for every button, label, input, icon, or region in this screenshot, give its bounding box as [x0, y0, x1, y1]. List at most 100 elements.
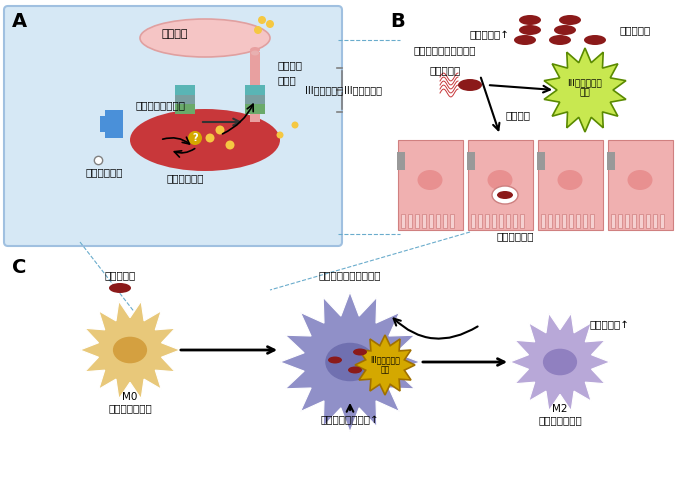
- Polygon shape: [80, 301, 180, 399]
- Bar: [646, 214, 650, 228]
- Ellipse shape: [250, 47, 260, 53]
- Bar: [245, 104, 265, 114]
- Bar: [506, 214, 510, 228]
- Text: 細脹侵入: 細脹侵入: [505, 110, 530, 120]
- Text: B: B: [390, 12, 405, 31]
- Bar: [175, 104, 195, 114]
- Bar: [397, 152, 405, 170]
- Bar: [245, 95, 265, 105]
- Text: III型分泌装置
構築: III型分泌装置 構築: [568, 78, 603, 98]
- Text: III型分泌装置
構築: III型分泌装置 構築: [370, 355, 400, 375]
- Text: 基部体: 基部体: [278, 75, 297, 85]
- Bar: [450, 214, 454, 228]
- Bar: [401, 214, 405, 228]
- Bar: [398, 140, 463, 230]
- Bar: [569, 214, 573, 228]
- Bar: [590, 214, 594, 228]
- Ellipse shape: [206, 133, 214, 143]
- Bar: [576, 214, 580, 228]
- Bar: [499, 214, 503, 228]
- Text: 腸管内定着: 腸管内定着: [620, 25, 651, 35]
- Text: アルギナーゼ活性↑: アルギナーゼ活性↑: [321, 415, 379, 425]
- Bar: [541, 214, 545, 228]
- Text: III型分泌装置: III型分泌装置: [344, 85, 382, 95]
- FancyBboxPatch shape: [4, 6, 342, 246]
- Text: スペルミジン取り込み: スペルミジン取り込み: [318, 270, 382, 280]
- Bar: [492, 214, 496, 228]
- Ellipse shape: [554, 25, 576, 35]
- Bar: [100, 116, 108, 132]
- Ellipse shape: [557, 170, 582, 190]
- Ellipse shape: [353, 348, 367, 356]
- Text: M0
マクロファージ: M0 マクロファージ: [108, 392, 152, 414]
- Bar: [415, 214, 419, 228]
- Ellipse shape: [266, 20, 274, 28]
- Ellipse shape: [543, 348, 577, 375]
- Bar: [562, 214, 566, 228]
- Ellipse shape: [417, 170, 442, 190]
- Ellipse shape: [251, 50, 259, 56]
- Bar: [443, 214, 447, 228]
- Bar: [520, 214, 524, 228]
- Bar: [408, 214, 412, 228]
- Bar: [611, 214, 615, 228]
- Ellipse shape: [584, 35, 606, 45]
- Ellipse shape: [627, 170, 652, 190]
- Ellipse shape: [559, 15, 581, 25]
- Bar: [105, 110, 123, 138]
- Bar: [538, 140, 603, 230]
- Text: A: A: [12, 12, 27, 31]
- Ellipse shape: [254, 26, 262, 34]
- Ellipse shape: [487, 170, 512, 190]
- Bar: [608, 140, 673, 230]
- Bar: [478, 214, 482, 228]
- Bar: [607, 152, 615, 170]
- Bar: [468, 140, 533, 230]
- Bar: [660, 214, 664, 228]
- Bar: [422, 214, 426, 228]
- Ellipse shape: [549, 35, 571, 45]
- Ellipse shape: [188, 131, 202, 145]
- Bar: [471, 214, 475, 228]
- Bar: [583, 214, 587, 228]
- Ellipse shape: [348, 367, 362, 373]
- Ellipse shape: [514, 35, 536, 45]
- Polygon shape: [510, 313, 610, 411]
- Bar: [245, 85, 265, 95]
- Ellipse shape: [258, 16, 266, 24]
- Ellipse shape: [326, 343, 374, 381]
- Bar: [250, 52, 260, 122]
- Ellipse shape: [109, 283, 131, 293]
- Text: トランスポーター: トランスポーター: [135, 100, 185, 110]
- Ellipse shape: [497, 191, 513, 199]
- Polygon shape: [355, 335, 415, 395]
- Ellipse shape: [113, 336, 147, 363]
- Text: 宿主細脹: 宿主細脹: [162, 29, 188, 39]
- Bar: [625, 214, 629, 228]
- Text: ポリアミン↑: ポリアミン↑: [590, 320, 630, 330]
- Bar: [485, 214, 489, 228]
- Bar: [618, 214, 622, 228]
- Text: サルモネラ: サルモネラ: [429, 65, 461, 75]
- Text: M2
マクロファージ: M2 マクロファージ: [538, 404, 582, 426]
- Ellipse shape: [140, 19, 270, 57]
- Ellipse shape: [492, 186, 518, 204]
- Ellipse shape: [130, 109, 280, 171]
- Text: III型分泌装置: III型分泌装置: [305, 85, 343, 95]
- Bar: [513, 214, 517, 228]
- Text: スペルミジン: スペルミジン: [85, 167, 122, 177]
- Text: スペルミジン取り込み: スペルミジン取り込み: [414, 45, 476, 55]
- Bar: [653, 214, 657, 228]
- Bar: [639, 214, 643, 228]
- Text: 腸管上皮細脹: 腸管上皮細脹: [496, 231, 533, 241]
- Bar: [548, 214, 552, 228]
- Text: エフェクター: エフェクター: [167, 173, 204, 183]
- Polygon shape: [544, 48, 626, 132]
- Bar: [555, 214, 559, 228]
- Text: C: C: [12, 258, 27, 277]
- Bar: [632, 214, 636, 228]
- Ellipse shape: [519, 15, 541, 25]
- Polygon shape: [280, 292, 420, 432]
- Bar: [467, 152, 475, 170]
- Ellipse shape: [225, 141, 234, 149]
